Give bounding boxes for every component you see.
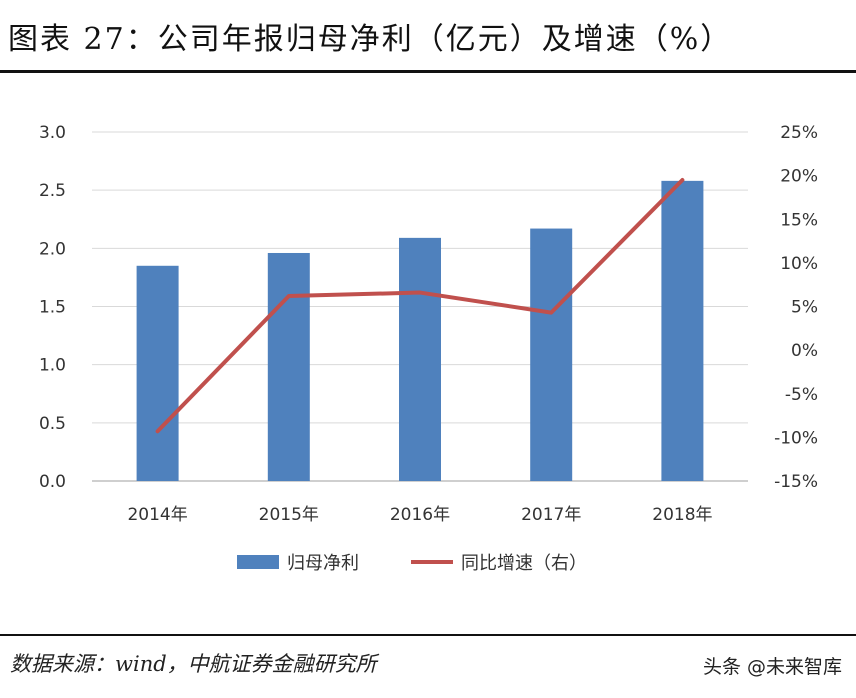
combo-chart: 0.0 0.5 1.0 1.5 2.0 2.5 3.0 -15% -10% -5% 0% 5% 10%… (39, 123, 818, 574)
left-axis-ticks: 0.0 0.5 1.0 1.5 2.0 2.5 3.0 (39, 123, 66, 492)
legend-label-bar: 归母净利 (287, 553, 359, 574)
left-tick-label: 1.5 (39, 298, 66, 318)
legend: 归母净利 同比增速（右） (237, 553, 587, 574)
bar (136, 265, 179, 481)
left-tick-label: 1.0 (39, 356, 66, 376)
bar (267, 252, 310, 481)
right-tick-label: -5% (785, 385, 818, 405)
legend-swatch-bar (237, 555, 279, 569)
watermark: 头条 @未来智库 (702, 656, 842, 678)
right-tick-label: 20% (780, 167, 818, 187)
right-tick-label: 5% (791, 298, 818, 318)
right-tick-label: 25% (780, 123, 818, 143)
left-tick-label: 0.5 (39, 414, 66, 434)
source-note: 数据来源：wind，中航证券金融研究所 (10, 652, 377, 676)
right-tick-label: -10% (774, 428, 818, 448)
bar-series (136, 180, 704, 482)
top-rule (0, 70, 856, 73)
left-tick-label: 0.0 (39, 472, 66, 492)
bar (661, 180, 704, 482)
x-tick-label: 2018年 (652, 505, 712, 525)
x-tick-label: 2015年 (259, 505, 319, 525)
legend-label-line: 同比增速（右） (461, 553, 587, 574)
right-tick-label: 0% (791, 341, 818, 361)
x-axis-ticks: 2014年 2015年 2016年 2017年 2018年 (127, 505, 712, 525)
gridlines (92, 131, 748, 482)
left-tick-label: 2.0 (39, 239, 66, 259)
bar (530, 228, 573, 481)
bottom-rule (0, 634, 856, 636)
left-tick-label: 3.0 (39, 123, 66, 143)
right-axis-ticks: -15% -10% -5% 0% 5% 10% 15% 20% 25% (774, 123, 818, 492)
x-tick-label: 2017年 (521, 505, 581, 525)
bar (399, 237, 441, 481)
line-series (155, 177, 685, 434)
figure-title: 图表 27：公司年报归母净利（亿元）及增速（%） (8, 22, 733, 57)
left-tick-label: 2.5 (39, 181, 66, 201)
x-tick-label: 2016年 (390, 505, 450, 525)
x-tick-label: 2014年 (127, 505, 187, 525)
right-tick-label: 15% (780, 210, 818, 230)
right-tick-label: 10% (780, 254, 818, 274)
right-tick-label: -15% (774, 472, 818, 492)
